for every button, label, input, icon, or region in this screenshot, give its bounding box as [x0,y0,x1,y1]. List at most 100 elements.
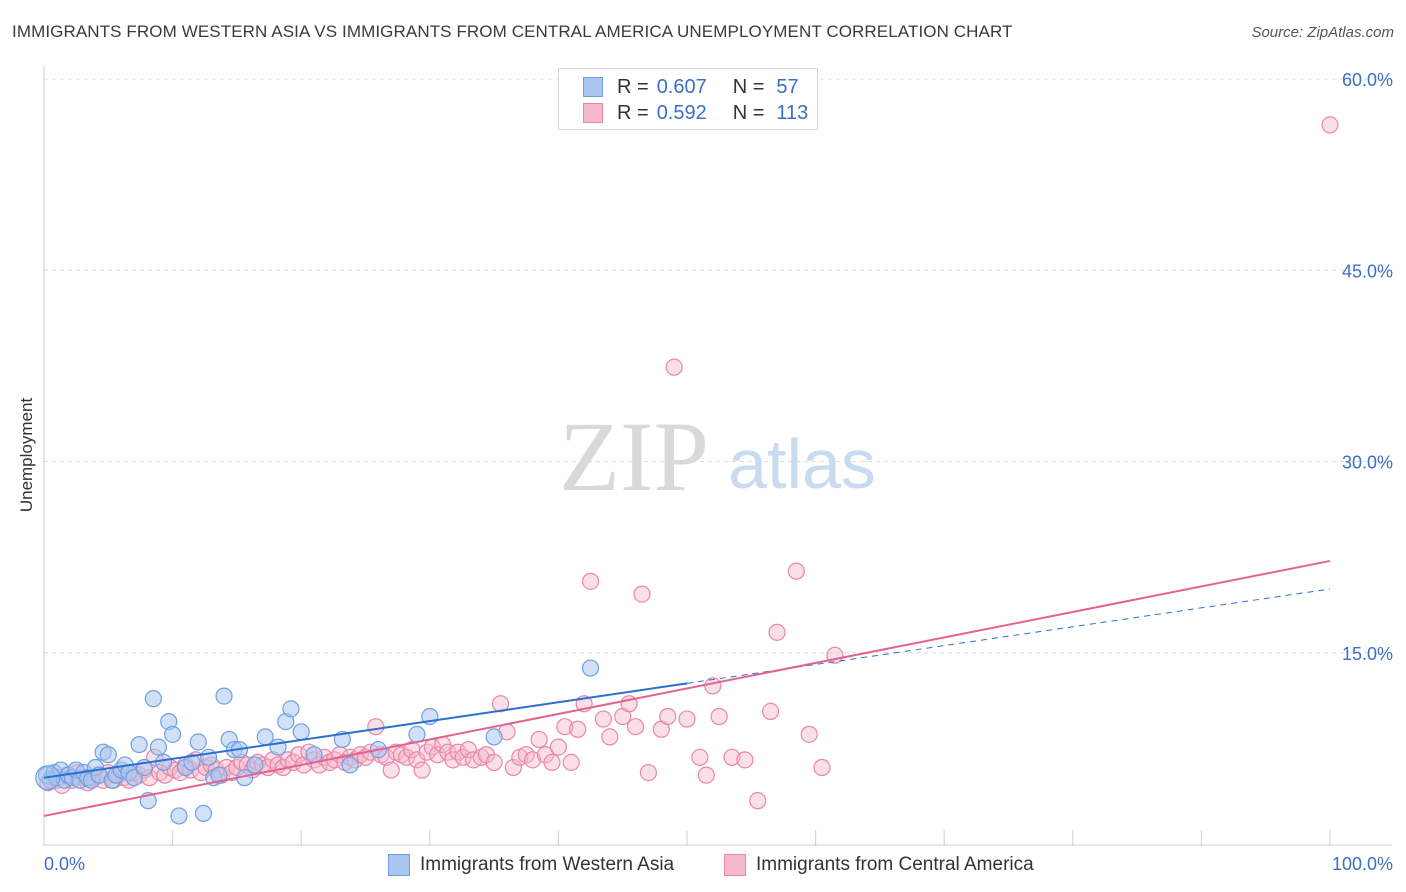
axes [43,66,1392,846]
data-point-central-america [787,562,805,580]
data-point-western-asia [269,738,287,756]
data-point-western-asia [200,748,218,766]
data-point-western-asia [130,735,148,754]
watermark: ZIP atlas [559,401,876,512]
data-point-central-america [382,761,400,779]
data-point-central-america [723,748,741,766]
x-tick-label-max: 100.0% [1332,854,1393,874]
data-point-western-asia [99,746,117,764]
legend: R = 0.607 N = 57 R = 0.592 N = 113 [558,68,818,130]
data-point-central-america [459,741,477,759]
data-point-western-asia [341,756,359,774]
data-point-central-america [761,702,780,721]
bottom-legend-central-america: Immigrants from Central America [724,852,1034,878]
data-point-western-asia [183,753,201,772]
legend-n-label: N = [732,101,765,124]
data-point-central-america [704,677,722,695]
data-point-central-america [418,743,436,761]
bottom-legend-label: Immigrants from Western Asia [420,854,675,875]
legend-n-label: N = [732,75,765,98]
data-point-central-america [601,728,619,746]
data-point-western-asia [144,690,162,708]
legend-r-value: 0.592 [656,101,707,124]
data-point-central-america [633,585,651,603]
data-point-western-asia [164,725,182,743]
data-point-central-america [569,720,587,738]
data-point-central-america [710,707,728,726]
data-point-central-america [800,725,818,743]
data-point-central-america [581,572,600,590]
data-point-western-asia [154,753,173,772]
trend-line-central-america [43,559,1331,817]
data-point-central-america [665,358,683,376]
data-point-central-america [485,753,503,772]
data-point-central-america [524,751,542,769]
data-point-central-america [556,718,574,736]
data-point-western-asia [581,659,600,677]
data-point-central-america [543,753,561,772]
data-point-central-america [367,718,385,736]
legend-swatch-pink [583,103,603,123]
data-point-central-america [594,710,613,728]
watermark-atlas: atlas [728,425,876,503]
legend-n-value: 113 [776,101,809,124]
data-point-central-america [428,746,447,764]
chart-title: IMMIGRANTS FROM WESTERN ASIA VS IMMIGRAN… [12,22,1013,41]
watermark-zip: ZIP [559,401,709,512]
legend-r-label: R = [617,101,649,124]
data-point-western-asia [189,733,207,751]
data-point-central-america [768,623,786,641]
y-tick-label: 30.0% [1342,453,1393,473]
data-point-central-america [449,743,467,761]
data-point-western-asia [149,738,168,756]
data-point-western-asia [215,687,233,705]
data-point-central-america [530,730,548,749]
bottom-legend-swatch-pink [724,854,746,876]
data-point-central-america [691,748,709,766]
legend-r-value: 0.607 [656,75,707,98]
data-point-central-america [491,695,510,713]
data-point-central-america [813,758,831,777]
legend-row-western-asia: R = 0.607 N = 57 [583,74,799,100]
trend-line-western-asia [43,682,688,779]
trend-line-western-asia-extension [686,588,1331,684]
data-point-central-america [697,766,715,784]
data-point-central-america [659,707,677,726]
series-western-asia-points [35,659,600,825]
data-point-western-asia [210,766,228,784]
y-tick-label: 60.0% [1342,70,1393,90]
data-point-central-america [639,763,658,782]
bottom-legend-western-asia: Immigrants from Western Asia [388,852,674,878]
y-tick-label: 45.0% [1342,261,1393,281]
source-label: Source: ZipAtlas.com [1251,24,1394,41]
trend-lines [43,559,1331,817]
data-point-western-asia [485,728,503,746]
data-point-central-america [549,738,568,756]
data-point-western-asia [125,769,143,787]
data-point-central-america [1321,116,1339,134]
data-point-western-asia [282,700,300,718]
data-point-central-america [736,751,754,769]
data-point-central-america [749,792,767,810]
legend-swatch-blue [583,77,603,97]
data-point-central-america [678,710,696,728]
data-point-central-america [626,718,645,736]
y-tick-label: 15.0% [1342,644,1393,664]
tick-labels: 15.0% 30.0% 45.0% 60.0% 0.0% 100.0% [44,70,1393,874]
x-tick-label-min: 0.0% [44,854,85,874]
legend-r-label: R = [617,75,649,98]
data-point-central-america [504,758,522,777]
bottom-legend-swatch-blue [388,854,410,876]
data-point-central-america [413,761,431,779]
legend-n-value: 57 [776,75,799,98]
data-point-western-asia [170,807,188,825]
y-axis-label: Unemployment [17,397,36,513]
grid-lines [44,78,1392,654]
data-point-western-asia [194,804,213,823]
bottom-legend-label: Immigrants from Central America [756,854,1034,875]
data-point-western-asia [246,756,264,774]
data-point-western-asia [292,723,310,741]
legend-row-central-america: R = 0.592 N = 113 [583,100,809,126]
data-point-central-america [562,753,580,772]
